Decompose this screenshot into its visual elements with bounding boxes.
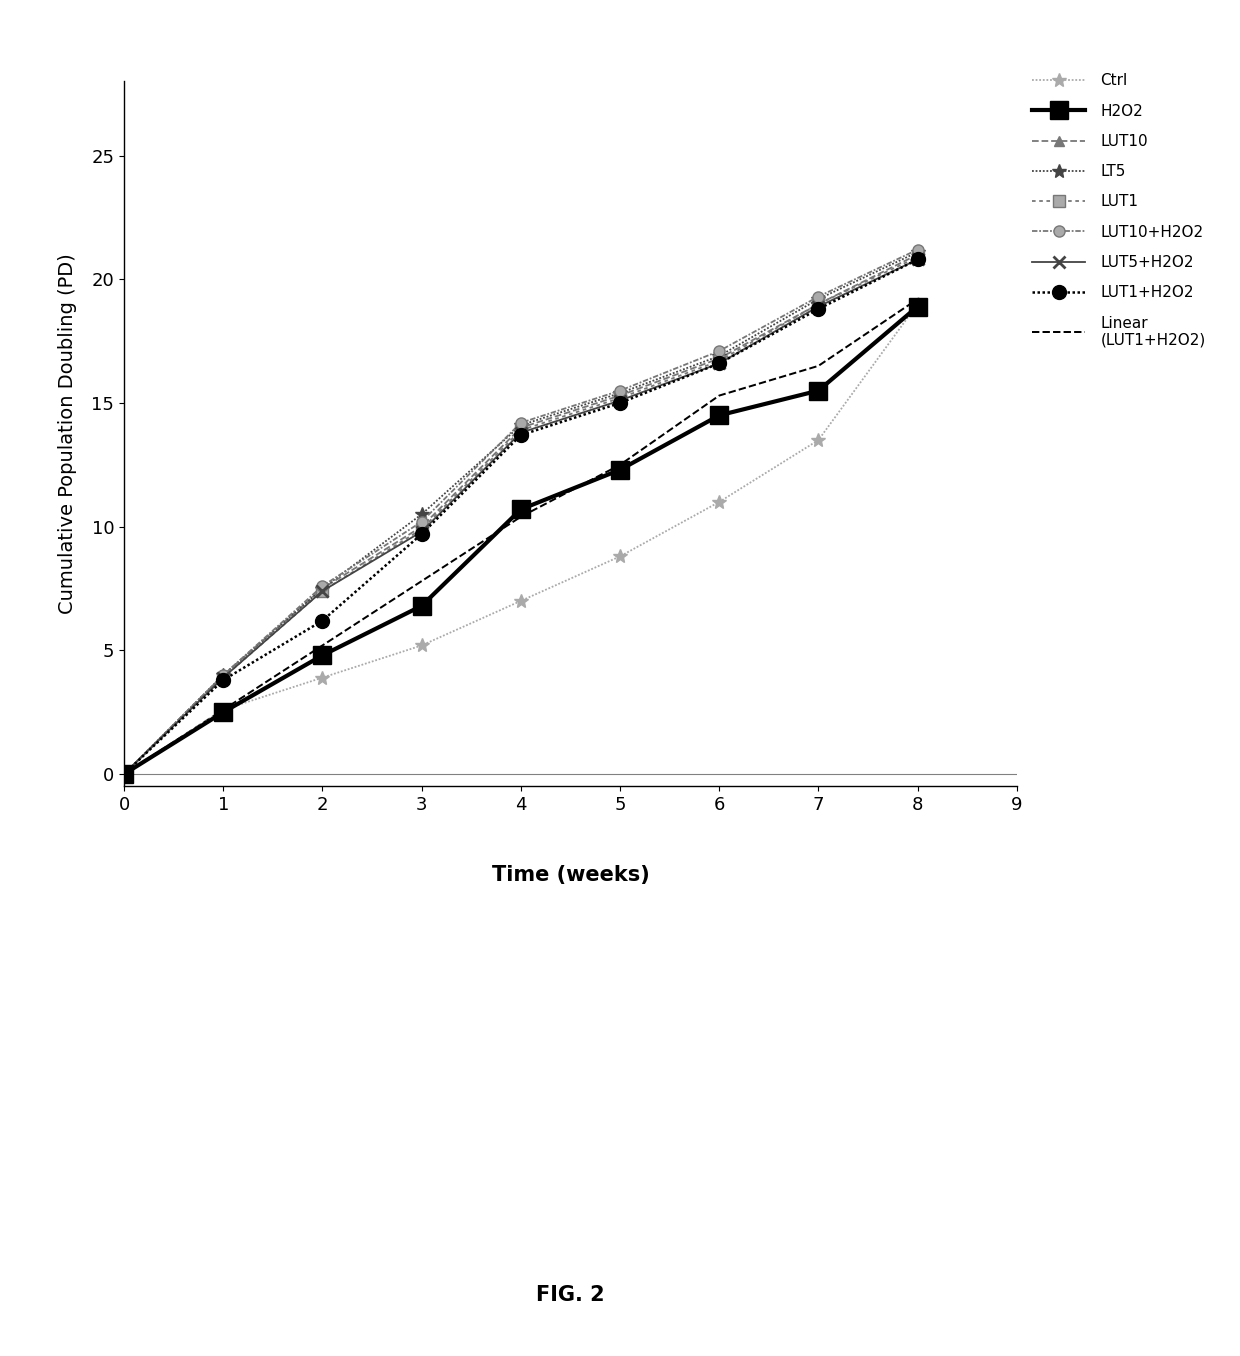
LUT1+H2O2 [811, 301, 826, 317]
LUT5+H2O2 [811, 298, 826, 315]
LT5 [117, 766, 131, 782]
LUT5+H2O2 [613, 392, 627, 408]
Line: LUT1: LUT1 [119, 251, 923, 780]
LUT10 [216, 667, 231, 683]
LUT5+H2O2 [117, 766, 131, 782]
Ctrl [910, 296, 925, 312]
H2O2 [414, 598, 429, 614]
H2O2 [910, 298, 925, 315]
Ctrl [315, 670, 330, 686]
LUT1 [613, 391, 627, 407]
H2O2 [513, 502, 528, 518]
LT5 [613, 385, 627, 401]
LUT10 [513, 419, 528, 435]
Linear
(LUT1+H2O2) [811, 358, 826, 374]
H2O2 [613, 461, 627, 477]
LUT10+H2O2 [613, 382, 627, 399]
H2O2 [712, 407, 727, 423]
Line: LUT10+H2O2: LUT10+H2O2 [119, 244, 923, 780]
LUT1+H2O2 [910, 251, 925, 267]
LUT10+H2O2 [811, 289, 826, 305]
Linear
(LUT1+H2O2) [712, 388, 727, 404]
LUT1 [315, 583, 330, 599]
LUT1 [910, 250, 925, 266]
LT5 [910, 244, 925, 260]
LT5 [315, 580, 330, 597]
LUT1+H2O2 [414, 526, 429, 542]
Line: LUT5+H2O2: LUT5+H2O2 [119, 254, 923, 780]
Line: LUT1+H2O2: LUT1+H2O2 [117, 252, 925, 781]
Y-axis label: Cumulative Population Doubling (PD): Cumulative Population Doubling (PD) [58, 254, 77, 614]
LUT5+H2O2 [910, 251, 925, 267]
Linear
(LUT1+H2O2) [117, 766, 131, 782]
Linear
(LUT1+H2O2) [315, 637, 330, 654]
Line: LUT10: LUT10 [119, 250, 923, 778]
LUT10+H2O2 [910, 241, 925, 258]
H2O2 [315, 647, 330, 663]
Legend: Ctrl, H2O2, LUT10, LT5, LUT1, LUT10+H2O2, LUT5+H2O2, LUT1+H2O2, Linear
(LUT1+H2O: Ctrl, H2O2, LUT10, LT5, LUT1, LUT10+H2O2… [1025, 68, 1211, 354]
Ctrl [811, 433, 826, 449]
LT5 [216, 667, 231, 683]
LUT10 [712, 350, 727, 366]
LT5 [811, 292, 826, 308]
H2O2 [811, 382, 826, 399]
LUT1 [414, 521, 429, 537]
Line: Linear
(LUT1+H2O2): Linear (LUT1+H2O2) [124, 300, 918, 774]
Line: H2O2: H2O2 [115, 297, 926, 784]
Text: Time (weeks): Time (weeks) [491, 865, 650, 884]
LUT5+H2O2 [712, 355, 727, 372]
Line: Ctrl: Ctrl [117, 297, 925, 781]
LUT1 [712, 353, 727, 369]
LUT1 [216, 670, 231, 686]
LUT1 [117, 766, 131, 782]
Linear
(LUT1+H2O2) [910, 292, 925, 308]
Linear
(LUT1+H2O2) [216, 701, 231, 717]
LUT1 [513, 422, 528, 438]
Ctrl [414, 637, 429, 654]
LUT5+H2O2 [315, 583, 330, 599]
Linear
(LUT1+H2O2) [414, 574, 429, 590]
LUT10+H2O2 [216, 667, 231, 683]
Ctrl [613, 548, 627, 564]
LUT10 [414, 518, 429, 534]
LUT1+H2O2 [117, 766, 131, 782]
Ctrl [216, 701, 231, 717]
Linear
(LUT1+H2O2) [613, 457, 627, 473]
LUT10+H2O2 [117, 766, 131, 782]
LT5 [414, 506, 429, 522]
Linear
(LUT1+H2O2) [513, 508, 528, 525]
LUT10 [315, 580, 330, 597]
LUT1 [811, 296, 826, 312]
Line: LT5: LT5 [117, 245, 925, 781]
H2O2 [216, 704, 231, 720]
LUT1+H2O2 [216, 673, 231, 689]
Ctrl [513, 593, 528, 609]
LUT1+H2O2 [513, 427, 528, 443]
LUT10 [613, 388, 627, 404]
Ctrl [712, 494, 727, 510]
LUT10 [811, 296, 826, 312]
LT5 [712, 348, 727, 365]
Text: FIG. 2: FIG. 2 [536, 1285, 605, 1304]
LUT1+H2O2 [315, 613, 330, 629]
LUT5+H2O2 [414, 523, 429, 540]
LT5 [513, 418, 528, 434]
LUT5+H2O2 [513, 424, 528, 441]
LUT10+H2O2 [712, 343, 727, 359]
LUT10+H2O2 [513, 415, 528, 431]
LUT10+H2O2 [414, 514, 429, 530]
LUT1+H2O2 [613, 395, 627, 411]
Ctrl [117, 766, 131, 782]
LUT1+H2O2 [712, 355, 727, 372]
LUT5+H2O2 [216, 670, 231, 686]
LUT10 [910, 247, 925, 263]
LUT10 [117, 766, 131, 782]
H2O2 [117, 766, 131, 782]
LUT10+H2O2 [315, 578, 330, 594]
